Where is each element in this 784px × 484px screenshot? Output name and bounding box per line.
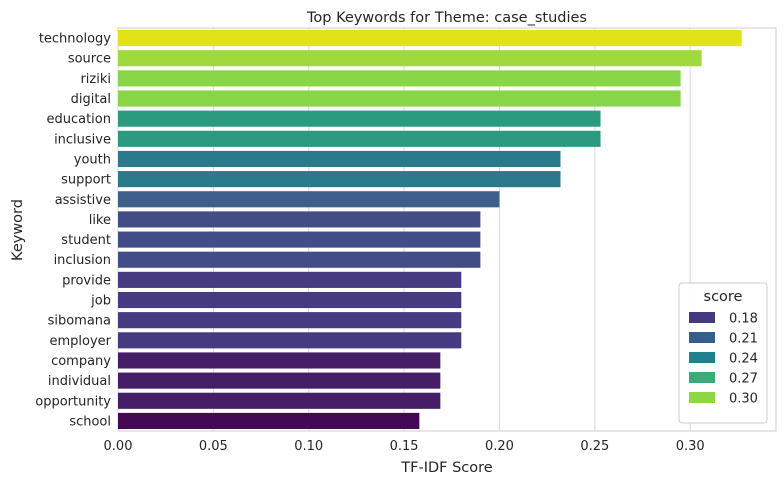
legend-label: 0.24: [729, 352, 758, 367]
legend-label: 0.30: [729, 392, 758, 407]
legend: score 0.18 0.21 0.24 0.27 0.30: [678, 282, 768, 424]
bar-support: [118, 171, 561, 188]
legend-swatch: [689, 352, 715, 363]
bar-digital: [118, 90, 681, 107]
legend-entries: 0.18 0.21 0.24 0.27 0.30: [689, 312, 758, 407]
bar-assistive: [118, 191, 500, 208]
legend-label: 0.27: [729, 372, 758, 387]
x-tick-label: 0.05: [199, 439, 228, 454]
bar-technology: [118, 30, 742, 47]
legend-label: 0.18: [729, 312, 758, 327]
chart-title: Top Keywords for Theme: case_studies: [306, 10, 587, 26]
bar-individual: [118, 372, 441, 389]
y-tick-label-youth: youth: [74, 152, 111, 167]
y-tick-label-digital: digital: [71, 92, 111, 107]
y-tick-label-provide: provide: [62, 273, 111, 288]
x-tick-label: 0.15: [390, 439, 419, 454]
bar-inclusion: [118, 251, 481, 268]
legend-swatch: [689, 312, 715, 323]
x-axis-title: TF-IDF Score: [400, 460, 493, 476]
x-tick-label: 0.25: [580, 439, 609, 454]
legend-swatch: [689, 332, 715, 343]
x-tick-label: 0.30: [676, 439, 705, 454]
y-tick-label-job: job: [90, 294, 111, 309]
x-tick-label: 0.20: [485, 439, 514, 454]
y-tick-label-education: education: [46, 112, 111, 127]
y-tick-label-employer: employer: [49, 334, 111, 349]
bar-provide: [118, 271, 462, 288]
y-tick-labels: technology source riziki digital education in…: [35, 32, 111, 430]
y-tick-label-individual: individual: [48, 374, 111, 389]
bar-student: [118, 231, 481, 248]
y-tick-label-support: support: [61, 173, 111, 188]
bars: [118, 30, 742, 429]
y-tick-label-inclusive: inclusive: [54, 132, 111, 147]
y-tick-label-assistive: assistive: [55, 193, 111, 208]
legend-swatch: [689, 392, 715, 403]
bar-source: [118, 50, 702, 67]
y-tick-label-technology: technology: [39, 32, 111, 47]
y-tick-label-like: like: [89, 213, 111, 228]
x-tick-label: 0.00: [104, 439, 133, 454]
y-tick-label-inclusion: inclusion: [54, 253, 111, 268]
bar-inclusive: [118, 130, 601, 147]
y-tick-label-opportunity: opportunity: [35, 394, 111, 409]
x-tick-label: 0.10: [294, 439, 323, 454]
legend-title: score: [704, 289, 743, 305]
bar-job: [118, 291, 462, 309]
bar-school: [118, 412, 420, 429]
y-tick-label-student: student: [61, 233, 111, 248]
bar-company: [118, 352, 441, 369]
plot-area: [117, 27, 777, 432]
y-tick-label-school: school: [69, 414, 111, 429]
bar-education: [118, 110, 601, 127]
legend-label: 0.21: [729, 332, 758, 347]
y-tick-label-sibomana: sibomana: [48, 314, 111, 329]
bar-riziki: [118, 70, 681, 87]
y-axis-title: Keyword: [10, 199, 26, 261]
bar-sibomana: [118, 312, 462, 329]
bar-like: [118, 211, 481, 228]
bar-youth: [118, 150, 561, 168]
y-tick-label-company: company: [51, 354, 111, 369]
bar-opportunity: [118, 392, 441, 409]
y-tick-label-riziki: riziki: [80, 72, 111, 87]
bar-employer: [118, 332, 462, 349]
x-tick-labels: 0.00 0.05 0.10 0.15 0.20 0.25 0.30: [104, 439, 705, 454]
y-tick-label-source: source: [68, 52, 111, 67]
legend-swatch: [689, 372, 715, 383]
